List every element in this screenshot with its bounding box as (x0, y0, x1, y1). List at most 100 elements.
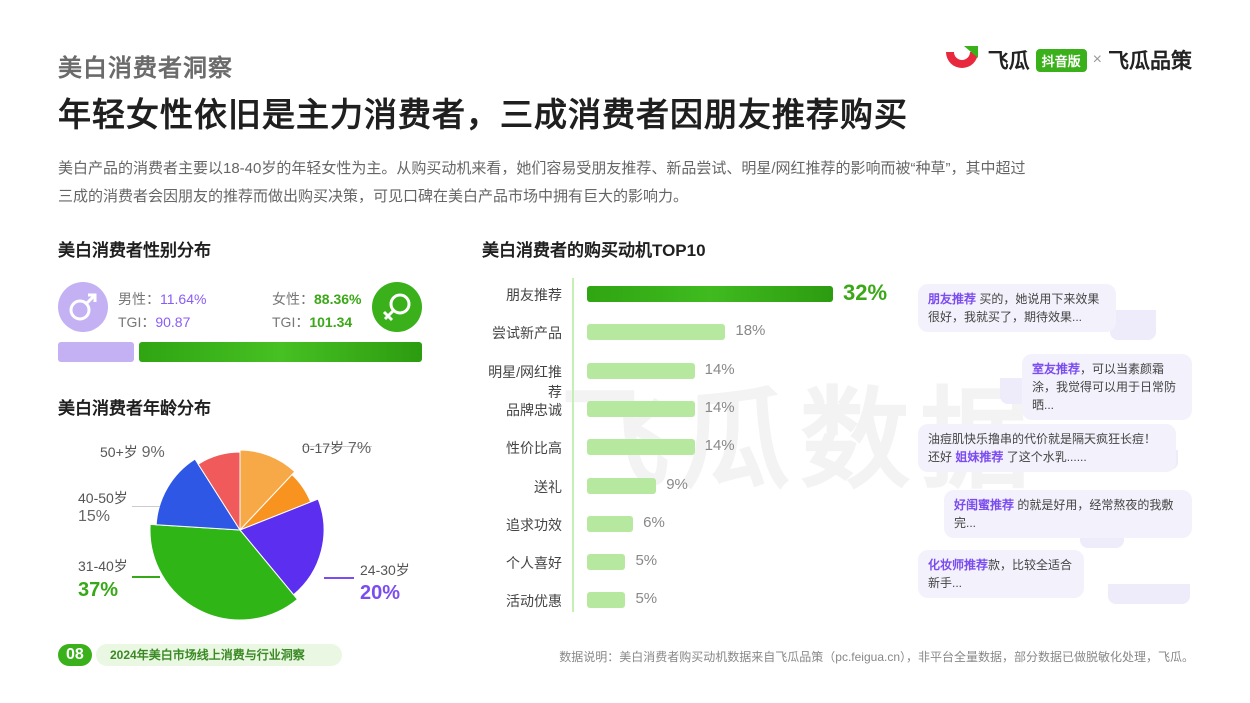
pie-slice-24-30岁 (239, 498, 325, 596)
section-label: 美白消费者洞察 (58, 55, 233, 82)
male-tgi: TGI：90.87 (118, 312, 190, 332)
motive-label: 明星/网红推荐 (488, 363, 562, 400)
brand-logo: 飞瓜 抖音版 × 飞瓜品策 (942, 44, 1192, 76)
leader-line (132, 506, 160, 507)
pie-label-24-30: 24-30岁 (360, 562, 410, 578)
quote-bubble-5: 化妆师推荐款，比较全适合新手... (918, 550, 1084, 598)
pie-label-40-50: 40-50岁 (78, 490, 128, 506)
female-tgi-label: TGI： (272, 314, 310, 330)
female-share-bar (139, 342, 422, 362)
pie-slice-40-50岁 (155, 458, 241, 531)
pie-label-0-17: 0-17岁 7% (302, 438, 371, 458)
motive-bar (587, 362, 695, 379)
female-icon (372, 282, 422, 332)
motive-value-label: 9% (666, 475, 688, 493)
quote-bubble-3: 油痘肌快乐撸串的代价就是隔天疯狂长痘！还好 姐妹推荐 了这个水乳...... (918, 424, 1176, 472)
pie-pct: 7% (347, 440, 372, 457)
quote-highlight: 姐妹推荐 (955, 450, 1004, 464)
pie-slice-31-40岁 (150, 523, 299, 620)
motives-title: 美白消费者的购买动机TOP10 (482, 241, 706, 260)
quote-highlight: 好闺蜜推荐 (954, 498, 1015, 512)
male-tgi-label: TGI： (118, 314, 156, 330)
female-tgi-value: 101.34 (309, 314, 353, 330)
page-title: 年轻女性依旧是主力消费者，三成消费者因朋友推荐购买 (58, 96, 908, 133)
age-title: 美白消费者年龄分布 (58, 399, 211, 418)
pie-pct: 9% (141, 444, 165, 461)
female-pct: 88.36% (314, 291, 362, 307)
motive-value-label: 14% (704, 398, 735, 416)
brand-name-pince: 飞瓜品策 (1108, 50, 1192, 73)
motive-label: 尝试新产品 (492, 325, 562, 342)
motive-value-label: 32% (843, 280, 888, 305)
motive-value-label: 5% (635, 552, 658, 570)
motive-label: 个人喜好 (506, 555, 562, 572)
motive-bar (587, 324, 726, 341)
motive-bar (587, 477, 657, 494)
male-tgi-value: 90.87 (155, 314, 191, 330)
brand-badge: 抖音版 (1035, 48, 1087, 72)
quote-highlight: 朋友推荐 (928, 292, 977, 306)
quote-highlight: 化妆师推荐 (928, 558, 989, 572)
motive-label: 活动优惠 (506, 593, 562, 610)
quote-bubble-1: 朋友推荐 买的，她说用下来效果很好，我就买了，期待效果... (918, 284, 1116, 332)
bubble-shadow (1108, 584, 1190, 604)
male-share-bar (58, 342, 134, 362)
brand-separator: × (1092, 51, 1102, 68)
leader-line (132, 576, 160, 578)
female-label: 女性： (272, 291, 314, 307)
male-icon (58, 282, 108, 332)
quote-text: 买的，她说用下来效果很好，我就买了，期待效果... (928, 292, 1100, 324)
description-line-1: 美白产品的消费者主要以18-40岁的年轻女性为主。从购买动机来看，她们容易受朋友… (58, 160, 1026, 177)
motive-bar (587, 554, 626, 571)
motive-value-label: 6% (643, 513, 665, 531)
quote-text: ，可以当素颜霜涂，我觉得可以用于日常防晒... (1032, 362, 1177, 412)
age-pie-chart (150, 449, 325, 620)
motive-bar (587, 400, 695, 417)
page-number: 08 (58, 644, 92, 666)
pie-slice-other (239, 449, 296, 532)
motive-value-label: 18% (735, 322, 766, 340)
pie-age: 50+岁 (100, 444, 138, 460)
female-share: 女性：88.36% (272, 289, 361, 309)
pie-pct-40-50: 15% (78, 508, 111, 525)
motive-label: 追求功效 (506, 516, 562, 533)
quote-highlight: 室友推荐 (1032, 362, 1081, 376)
motive-bar (587, 439, 695, 456)
motive-value-label: 14% (704, 360, 735, 378)
quote-text: 款，比较全适合新手... (928, 558, 1073, 590)
pie-label-50plus: 50+岁 9% (100, 442, 165, 462)
motive-label: 朋友推荐 (506, 287, 562, 303)
female-tgi: TGI：101.34 (272, 312, 352, 332)
male-share: 男性：11.64% (118, 289, 206, 309)
motive-label: 性价比高 (506, 440, 562, 457)
quote-prefix: 油痘肌快乐撸串的代价就是隔天疯狂长痘！还好 (928, 432, 1157, 464)
leader-line (324, 577, 354, 579)
motives-axis (572, 278, 574, 612)
motive-label: 送礼 (534, 478, 562, 495)
pie-pct-24-30: 20% (360, 582, 401, 604)
gender-title: 美白消费者性别分布 (58, 241, 211, 260)
brand-name-feigua: 飞瓜 (987, 50, 1030, 73)
motive-label: 品牌忠诚 (506, 401, 562, 418)
pie-slices (150, 449, 325, 620)
report-title: 2024年美白市场线上消费与行业洞察 (96, 644, 342, 666)
quote-bubble-4: 好闺蜜推荐 的就是好用，经常熬夜的我敷完... (944, 490, 1192, 538)
description: 美白产品的消费者主要以18-40岁的年轻女性为主。从购买动机来看，她们容易受朋友… (58, 155, 1198, 211)
bubble-shadow (1110, 310, 1156, 340)
motive-bar (587, 592, 626, 609)
description-line-2: 三成的消费者会因朋友的推荐而做出购买决策，可见口碑在美白产品市场中拥有巨大的影响… (58, 188, 689, 205)
quote-text: 的就是好用，经常熬夜的我敷完... (954, 498, 1174, 530)
leader-line (302, 446, 372, 447)
male-label: 男性： (118, 291, 160, 307)
motive-bar (587, 286, 833, 302)
feigua-logo-icon (945, 46, 978, 68)
motive-bar (587, 515, 634, 532)
quote-text: 了这个水乳...... (1003, 450, 1087, 464)
motive-value-label: 5% (635, 590, 658, 608)
pie-slice-50+岁 (197, 451, 241, 532)
pie-pct-31-40: 37% (78, 579, 119, 601)
data-footnote: 数据说明：美白消费者购买动机数据来自飞瓜品策（pc.feigua.cn），非平台… (559, 650, 1194, 664)
male-pct: 11.64% (160, 291, 207, 307)
pie-age: 0-17岁 (302, 440, 345, 456)
quote-bubble-2: 室友推荐，可以当素颜霜涂，我觉得可以用于日常防晒... (1022, 354, 1192, 420)
